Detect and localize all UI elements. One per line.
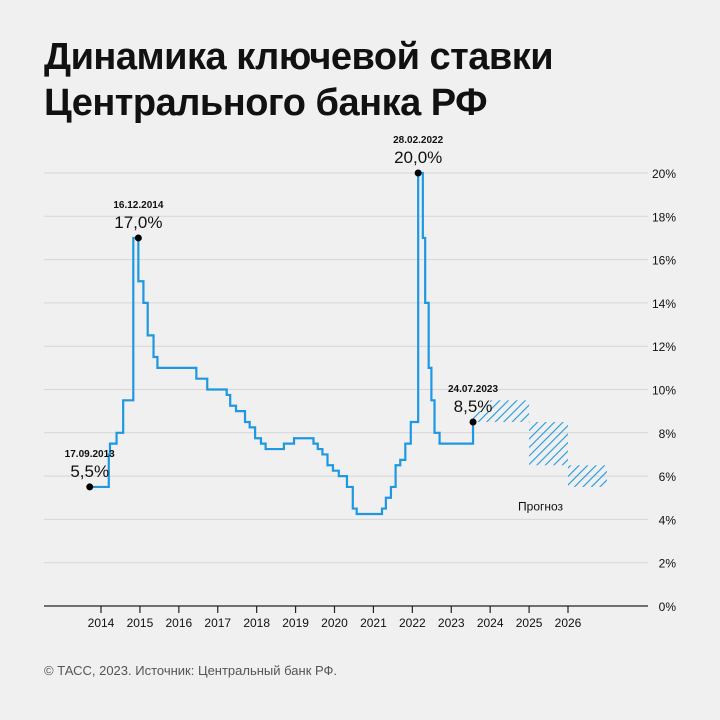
x-tick-label: 2020: [321, 616, 348, 630]
annotation-value: 17,0%: [114, 213, 162, 232]
annotation-date: 17.09.2013: [65, 449, 115, 460]
chart-title-line-2: Центрального банка РФ: [44, 82, 488, 124]
forecast-bands: [473, 400, 607, 487]
annotation-point: [134, 234, 142, 242]
x-tick-label: 2022: [399, 616, 426, 630]
y-tick-label: 10%: [652, 384, 676, 398]
chart-title: Динамика ключевой ставки Центрального ба…: [44, 34, 554, 126]
annotation-value: 8,5%: [454, 397, 493, 416]
y-tick-label: 4%: [659, 513, 677, 527]
y-tick-label: 12%: [652, 340, 676, 354]
y-tick-label: 6%: [659, 470, 677, 484]
x-tick-label: 2018: [243, 616, 270, 630]
x-tick-label: 2016: [165, 616, 192, 630]
y-tick-label: 16%: [652, 254, 676, 268]
forecast-band: [529, 421, 568, 466]
annotation-value: 20,0%: [394, 148, 442, 167]
x-tick-label: 2026: [555, 616, 582, 630]
x-axis: 2014 2015 2016 2017 2018 2019 2020 2021 2022 2023…: [44, 605, 648, 630]
x-tick-label: 2019: [282, 616, 309, 630]
annotation-date: 24.07.2023: [448, 384, 498, 395]
x-tick-label: 2014: [88, 616, 115, 630]
annotations: 17.09.2013 5,5% 16.12.2014 17,0% 28.02.2022 2…: [65, 135, 498, 491]
chart-title-line-1: Динамика ключевой ставки: [44, 36, 554, 78]
y-tick-label: 18%: [652, 210, 676, 224]
annotation-date: 28.02.2022: [393, 135, 443, 146]
annotation-point: [469, 418, 477, 426]
y-tick-label: 14%: [652, 297, 676, 311]
x-tick-label: 2015: [127, 616, 154, 630]
annotation-point: [86, 483, 94, 491]
y-tick-label: 8%: [659, 427, 677, 441]
x-tick-label: 2024: [477, 616, 504, 630]
source-footer: © ТАСС, 2023. Источник: Центральный банк…: [44, 663, 338, 678]
forecast-label: Прогноз: [518, 499, 564, 513]
y-tick-label: 2%: [659, 557, 677, 571]
y-axis-tick-labels: 0% 2% 4% 6% 8% 10% 12% 14% 16% 18% 20%: [652, 167, 676, 614]
x-tick-label: 2017: [204, 616, 231, 630]
annotation-date: 16.12.2014: [113, 200, 163, 211]
forecast-band: [490, 400, 530, 422]
y-tick-label: 0%: [659, 600, 677, 614]
key-rate-line: [89, 171, 475, 516]
y-tick-label: 20%: [652, 167, 676, 181]
x-tick-label: 2021: [360, 616, 387, 630]
x-tick-label: 2023: [438, 616, 465, 630]
forecast-band: [568, 465, 607, 487]
annotation-value: 5,5%: [70, 462, 109, 481]
annotation-point: [414, 169, 422, 177]
forecast-band: [473, 411, 491, 422]
x-tick-label: 2025: [516, 616, 543, 630]
